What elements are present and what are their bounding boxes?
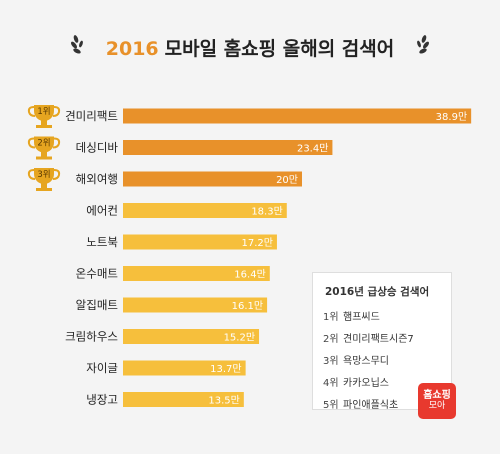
- category-label: 크림하우스: [65, 330, 118, 344]
- bar: [123, 203, 287, 218]
- rank-badge: 3위: [37, 170, 50, 180]
- category-label: 냉장고: [86, 393, 118, 407]
- surge-item: 3위 욕망스무디: [323, 352, 389, 367]
- trophy-base: [36, 188, 52, 191]
- category-label: 자이글: [86, 361, 118, 375]
- surge-term: 파인애플식초: [343, 400, 399, 411]
- value-label: 16.4만: [234, 269, 265, 281]
- bar: [123, 392, 244, 407]
- trophy-handles: [27, 169, 61, 180]
- bar: [123, 297, 268, 313]
- trophy-icon: [34, 105, 54, 121]
- value-label: 16.1만: [232, 300, 263, 312]
- surge-box-title: 2016년 급상승 검색어: [325, 286, 430, 298]
- trophy-icon: [34, 168, 54, 184]
- value-label: 17.2만: [241, 237, 272, 249]
- bar: [123, 329, 260, 344]
- value-label: 20만: [276, 174, 298, 186]
- category-label: 알집매트: [76, 298, 118, 312]
- value-label: 13.5만: [208, 395, 239, 407]
- trophy-base: [36, 125, 52, 128]
- category-label: 노트북: [86, 235, 118, 249]
- surge-term: 견미리팩트시즌7: [343, 334, 414, 345]
- trophy-stem: [41, 183, 47, 188]
- trophy-icon: [34, 136, 54, 153]
- title-year: 2016: [105, 38, 159, 60]
- category-label: 데싱디바: [76, 141, 119, 155]
- surge-rank: 4위: [323, 378, 339, 389]
- trophy-handles: [27, 106, 61, 117]
- value-label: 15.2만: [224, 332, 255, 344]
- chart-title: 2016 모바일 홈쇼핑 올해의 검색어: [0, 34, 500, 61]
- bar: [123, 360, 246, 376]
- bar: [123, 140, 333, 155]
- category-label: 온수매트: [76, 267, 118, 281]
- title-text: 모바일 홈쇼핑 올해의 검색어: [164, 38, 395, 60]
- laurel-left-icon: [71, 35, 83, 54]
- bar: [123, 234, 277, 250]
- surge-item: 5위 파인애플식초: [323, 396, 398, 411]
- category-label: 에어컨: [86, 204, 118, 218]
- category-label: 견미리팩트: [65, 109, 118, 123]
- logo-line2: 모아: [428, 401, 446, 411]
- value-label: 23.4만: [297, 143, 328, 155]
- category-label: 해외여행: [76, 172, 118, 186]
- surge-rank: 1위: [323, 312, 339, 323]
- rank-badge: 2위: [37, 139, 50, 149]
- trophy-stem: [41, 151, 47, 157]
- surge-item: 4위 카카오닙스: [323, 374, 389, 389]
- trophy-handles: [27, 137, 61, 149]
- logo-line1: 홈쇼핑: [423, 390, 451, 401]
- laurel-right-icon: [417, 35, 429, 54]
- surge-rank: 2위: [323, 334, 339, 345]
- bar: [123, 171, 302, 187]
- surge-term: 카카오닙스: [343, 378, 389, 389]
- value-label: 13.7만: [210, 363, 241, 375]
- surge-rank: 3위: [323, 356, 339, 367]
- surge-term: 욕망스무디: [343, 356, 389, 367]
- bar: [123, 266, 270, 281]
- bar: [123, 108, 472, 124]
- rank-badge: 1위: [37, 107, 50, 117]
- surge-item: 2위 견미리팩트시즌7: [323, 330, 414, 345]
- surge-rank: 5위: [323, 400, 339, 411]
- homeshopping-moa-logo: 홈쇼핑 모아: [418, 383, 456, 419]
- value-label: 18.3만: [251, 206, 282, 218]
- value-label: 38.9만: [436, 111, 467, 123]
- trophy-stem: [41, 120, 47, 125]
- surge-term: 햄프씨드: [343, 312, 380, 323]
- trophy-base: [36, 156, 52, 160]
- surge-item: 1위 햄프씨드: [323, 308, 380, 323]
